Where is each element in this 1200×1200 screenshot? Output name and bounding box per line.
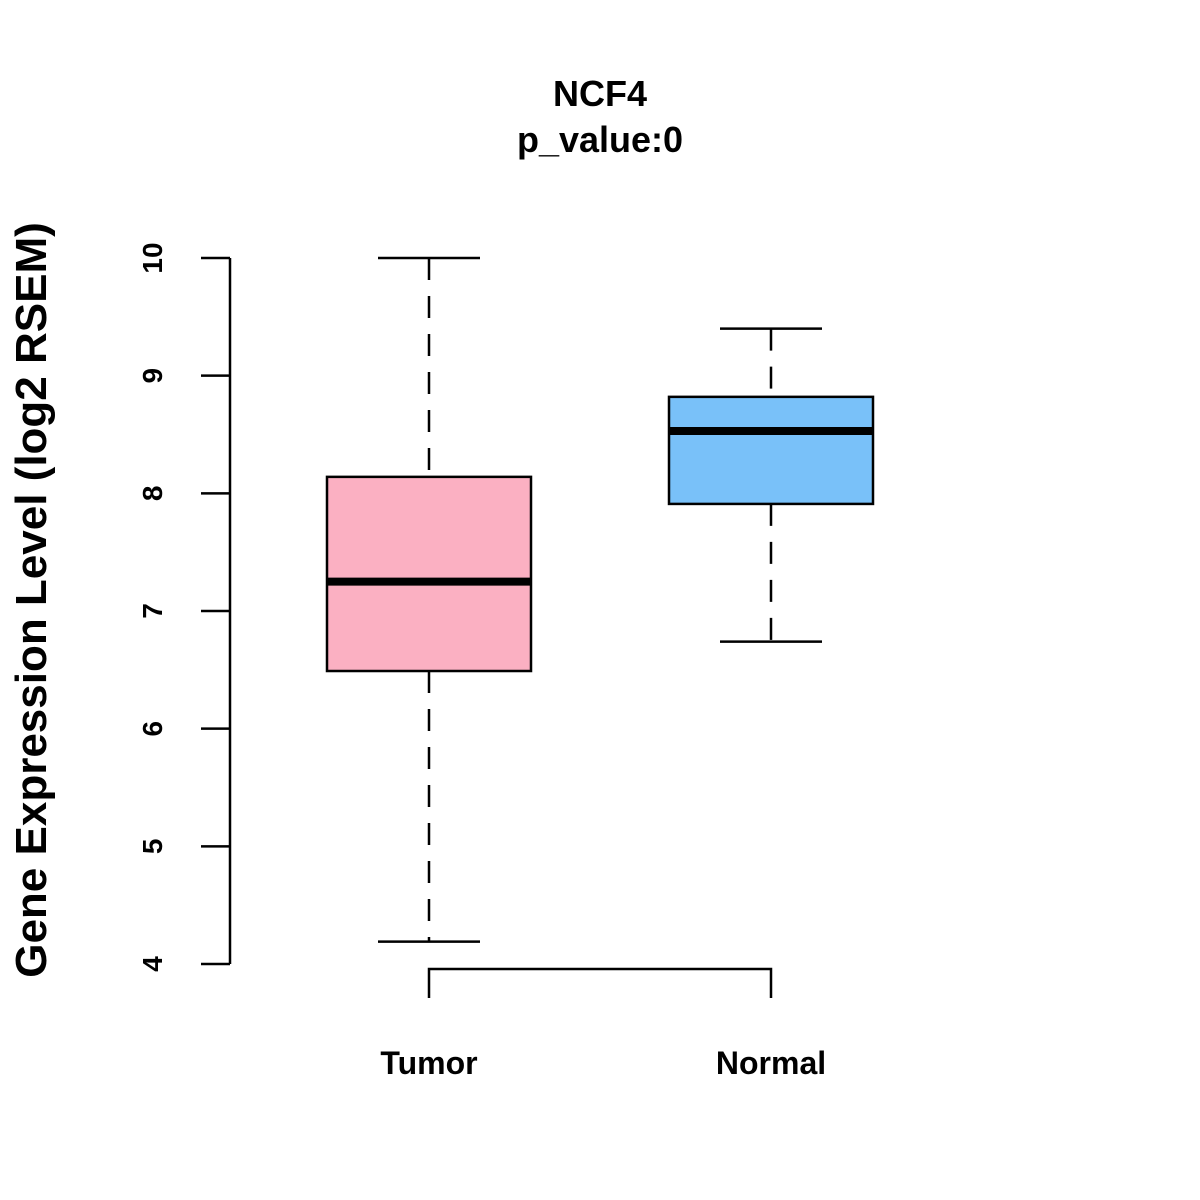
y-tick-label: 8 [137,486,168,502]
y-tick-label: 4 [137,956,168,972]
y-tick-label: 7 [137,603,168,619]
bracket-line [427,967,773,998]
y-axis-ticks: 4 5 6 7 8 9 10 [137,242,230,972]
y-tick-label: 6 [137,721,168,737]
category-label-normal: Normal [716,1045,826,1081]
iqr-box [325,475,533,673]
box-normal [667,327,875,643]
chart-subtitle: p_value:0 [517,119,683,160]
comparison-bracket [427,967,773,998]
y-tick-label: 5 [137,839,168,855]
category-labels: Tumor Normal [380,1045,826,1081]
chart-title: NCF4 [553,73,647,114]
y-axis-label: Gene Expression Level (log2 RSEM) [7,222,56,978]
box-tumor [325,256,533,943]
category-label-tumor: Tumor [380,1045,477,1081]
box-group [325,256,875,943]
iqr-box [667,395,875,506]
y-tick-label: 10 [137,242,168,273]
y-tick-label: 9 [137,368,168,384]
